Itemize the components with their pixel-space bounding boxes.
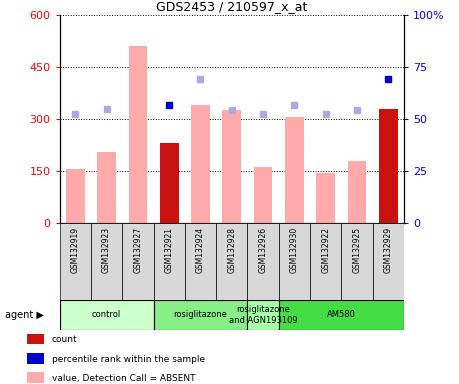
Bar xyxy=(310,223,341,300)
Text: GSM132924: GSM132924 xyxy=(196,227,205,273)
Text: GSM132926: GSM132926 xyxy=(258,227,268,273)
Bar xyxy=(27,334,44,344)
Text: agent ▶: agent ▶ xyxy=(5,310,44,320)
Text: GSM132923: GSM132923 xyxy=(102,227,111,273)
Bar xyxy=(254,167,273,223)
Text: GSM132930: GSM132930 xyxy=(290,227,299,273)
Bar xyxy=(191,105,210,223)
Text: control: control xyxy=(92,310,121,319)
Text: AM580: AM580 xyxy=(327,310,356,319)
Bar xyxy=(347,161,366,223)
Text: rosiglitazone: rosiglitazone xyxy=(174,310,228,319)
Bar xyxy=(185,223,216,300)
Text: GSM132925: GSM132925 xyxy=(353,227,362,273)
Title: GDS2453 / 210597_x_at: GDS2453 / 210597_x_at xyxy=(156,0,308,13)
Text: percentile rank within the sample: percentile rank within the sample xyxy=(52,354,205,364)
Bar xyxy=(216,223,247,300)
Text: GSM132927: GSM132927 xyxy=(134,227,142,273)
Text: GSM132929: GSM132929 xyxy=(384,227,393,273)
Bar xyxy=(285,118,304,223)
Bar xyxy=(129,46,147,223)
Bar xyxy=(60,223,91,300)
Text: GSM132928: GSM132928 xyxy=(227,227,236,273)
Bar xyxy=(91,223,122,300)
Text: rosiglitazone
and AGN193109: rosiglitazone and AGN193109 xyxy=(229,305,297,324)
Bar xyxy=(279,300,404,330)
Bar xyxy=(122,223,154,300)
Bar xyxy=(373,223,404,300)
Text: GSM132922: GSM132922 xyxy=(321,227,330,273)
Bar xyxy=(154,300,247,330)
Bar xyxy=(97,152,116,223)
Bar xyxy=(316,173,335,223)
Bar xyxy=(223,111,241,223)
Bar xyxy=(341,223,373,300)
Bar xyxy=(154,223,185,300)
Bar xyxy=(279,223,310,300)
Text: count: count xyxy=(52,335,78,344)
Bar xyxy=(160,143,179,223)
Text: value, Detection Call = ABSENT: value, Detection Call = ABSENT xyxy=(52,374,196,383)
Bar xyxy=(60,300,154,330)
Bar xyxy=(247,223,279,300)
Text: GSM132919: GSM132919 xyxy=(71,227,80,273)
Bar xyxy=(27,372,44,383)
Bar xyxy=(66,169,85,223)
Bar xyxy=(247,300,279,330)
Text: GSM132921: GSM132921 xyxy=(165,227,174,273)
Bar xyxy=(379,109,397,223)
Bar xyxy=(27,353,44,364)
